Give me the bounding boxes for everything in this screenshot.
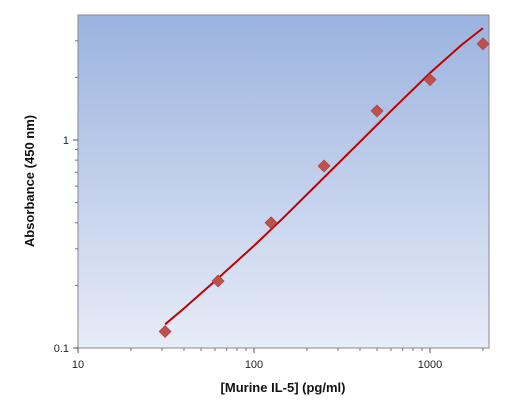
x-tick-label: 10 <box>72 359 84 371</box>
y-axis-title: Absorbance (450 nm) <box>22 115 37 247</box>
plot-area <box>77 14 490 349</box>
data-point <box>158 325 172 338</box>
data-point <box>211 274 225 288</box>
x-axis-title: [Murine IL-5] (pg/ml) <box>221 380 346 395</box>
y-tick-label: 1 <box>63 135 69 147</box>
x-tick-label: 1000 <box>418 359 442 371</box>
data-point <box>476 37 490 51</box>
data-point <box>370 104 384 118</box>
x-tick-label: 100 <box>245 359 263 371</box>
y-tick-label: 0.1 <box>54 343 69 355</box>
data-point <box>423 73 437 87</box>
fit-line <box>164 27 484 326</box>
data-point <box>264 216 278 230</box>
data-point <box>317 159 331 173</box>
